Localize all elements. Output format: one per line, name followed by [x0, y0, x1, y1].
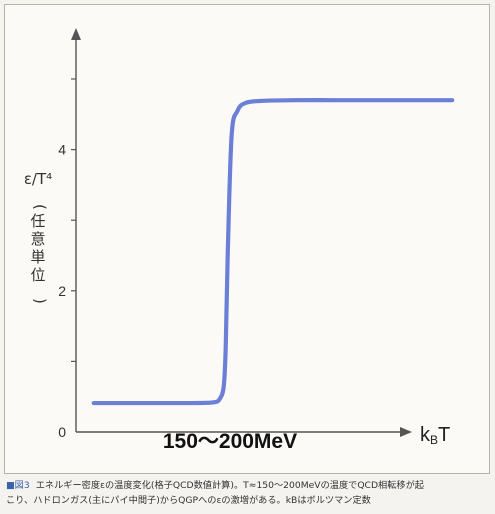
y-label-char: 意	[30, 230, 45, 248]
series	[91, 98, 455, 406]
energy-density-curve	[91, 98, 455, 406]
y-ticks: 0 2 4	[58, 78, 76, 440]
y-label-char: 位	[30, 266, 45, 284]
y-axis-label-symbol: ε/T⁴	[24, 170, 52, 188]
y-label-char: 任	[30, 212, 45, 230]
y-label-char: 単	[30, 248, 45, 266]
y-label-char: )	[31, 298, 49, 304]
axes	[71, 28, 412, 437]
y-tick-label: 4	[58, 142, 66, 158]
y-tick-label: 0	[58, 424, 66, 440]
caption-text-1: エネルギー密度εの温度変化(格子QCD数値計算)。T≈150〜200MeVの温度…	[35, 480, 424, 491]
caption-line-1: ■図3 エネルギー密度εの温度変化(格子QCD数値計算)。T≈150〜200MeV…	[6, 478, 491, 493]
energy-density-chart: 0 2 4 ε/T⁴ ( 任意単位) kBT 150〜200MeV	[24, 28, 455, 453]
x-axis-label: kBT	[420, 424, 450, 447]
figure-number: ■図3	[6, 480, 30, 491]
y-axis-label-unit: ( 任意単位)	[30, 204, 49, 304]
y-label-char: (	[31, 204, 49, 210]
chart-frame	[4, 4, 490, 474]
caption-line-2: こり、ハドロンガス(主にパイ中間子)からQGPへのεの激増がある。kBはボルツマ…	[6, 495, 371, 506]
temperature-range-annotation: 150〜200MeV	[163, 430, 297, 453]
figure-caption: ■図3 エネルギー密度εの温度変化(格子QCD数値計算)。T≈150〜200MeV…	[6, 478, 491, 512]
y-tick-label: 2	[58, 283, 66, 299]
